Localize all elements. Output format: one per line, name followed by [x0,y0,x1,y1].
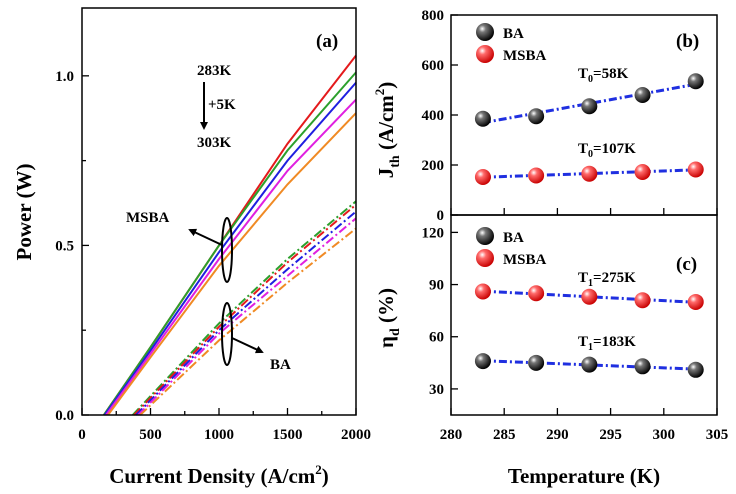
c-x-tick-label: 305 [706,427,729,443]
legend-b-ba-marker [476,23,494,41]
c-ba-point [474,353,491,370]
legend-c-ba-label: BA [503,230,524,246]
b-ba-point [474,110,491,127]
a-x-tick-label: 1000 [204,427,234,443]
a-x-tick-label: 0 [78,427,86,443]
msba-group-ellipse [221,217,233,283]
c-x-tick-label: 285 [493,427,516,443]
c-y-tick-label: 60 [429,330,444,346]
panel-c-ticks: 280 285 290 295 300 305 30 60 90 120 [422,225,729,443]
legend-b-msba-label: MSBA [503,48,547,64]
msba-power-curve [107,112,357,416]
ba-group-label: BA [270,357,291,373]
legend-c-ba-marker [476,227,494,245]
legend-c-msba-label: MSBA [503,252,547,268]
b-msba-point [474,169,491,185]
b-y-tick-label: 400 [422,108,445,124]
b-msba-fit-line [482,168,696,179]
b-ba-point [528,108,545,125]
c-ba-fit-line [482,359,696,371]
c-msba-fit-line [482,289,696,304]
b-ba-point [687,73,704,90]
c-y-tick-label: 120 [422,225,445,241]
b-ba-point [634,87,651,103]
b-msba-point [634,164,651,180]
temperature-step-label: +5K [208,97,236,113]
panel-c-x-axis-label: Temperature (K) [508,464,660,488]
a-y-tick-label: 0.5 [55,238,74,254]
a-y-tick-label: 1.0 [55,69,74,85]
panel-c-frame [450,214,718,416]
c-x-tick-label: 295 [599,427,622,443]
panel-b-ticks: 0 200 400 600 800 [422,8,718,224]
t1-ba-fit-label: T1=183K [578,334,636,353]
t0-ba-fit-label: T0=58K [578,66,629,85]
b-msba-point [528,167,545,184]
c-ba-point [528,354,545,371]
panel-a-curves [103,54,357,416]
ba-pointer-arrow [231,337,264,354]
panel-b-points [474,73,704,185]
c-x-tick-label: 290 [546,427,569,443]
a-y-tick-label: 0.0 [55,408,74,424]
panel-c-fit-lines [482,289,696,371]
b-msba-point [687,161,704,178]
c-msba-point [634,292,651,309]
msba-pointer-arrow [188,228,223,246]
temperature-bottom-label: 303K [197,135,232,151]
c-y-tick-label: 30 [429,382,444,398]
c-x-tick-label: 280 [440,427,463,443]
b-ba-point [581,98,598,115]
legend-b-msba-marker [476,45,494,63]
b-y-tick-label: 200 [422,158,445,174]
c-ba-point [581,356,598,373]
a-x-tick-label: 1500 [273,427,303,443]
t1-msba-fit-label: T1=275K [578,270,636,289]
ba-power-curve [137,217,357,416]
ba-power-curve [133,203,357,416]
b-y-tick-label: 0 [437,208,445,224]
panel-a-power-vs-current: 0 500 1000 1500 2000 0.0 0.5 1.0 (a) 283K +5K 3… [12,7,371,488]
legend-b-ba-label: BA [503,26,524,42]
c-msba-point [528,285,545,302]
panel-c-points [474,283,704,378]
b-msba-point [581,165,598,182]
t0-msba-fit-label: T0=107K [578,141,636,160]
panel-a-x-axis-label: Current Density (A/cm2) [109,462,329,488]
msba-power-curve [105,98,357,416]
b-y-tick-label: 800 [422,8,445,24]
msba-power-curve [103,81,357,416]
temperature-top-label: 283K [197,63,232,79]
c-ba-point [687,361,704,378]
c-msba-point [581,288,598,305]
panel-a-y-axis-label: Power (W) [12,164,36,261]
panel-b-label: (b) [676,31,699,52]
ba-group-ellipse [221,302,233,366]
c-msba-point [687,293,704,310]
c-y-tick-label: 90 [429,278,444,294]
a-x-tick-label: 500 [139,427,162,443]
ba-power-curve [135,210,357,416]
panel-b-threshold: 0 200 400 600 800 (b) BA MSBA T0=58K T0=107K… [372,8,718,224]
b-y-tick-label: 600 [422,58,445,74]
ba-power-curve [131,200,357,416]
ba-power-curve [139,227,357,416]
msba-group-label: MSBA [126,210,170,226]
a-x-tick-label: 2000 [341,427,371,443]
panel-a-ticks: 0 500 1000 1500 2000 0.0 0.5 1.0 [55,69,371,443]
panel-a-label: (a) [316,31,338,52]
c-x-tick-label: 300 [653,427,676,443]
panel-c-y-axis-label: ηd (%) [374,288,403,348]
panel-c-label: (c) [676,254,697,275]
legend-c-msba-marker [476,249,494,267]
panel-b-y-axis-label: Jth (A/cm2) [372,82,403,179]
msba-power-curve [103,71,357,416]
c-msba-point [474,283,491,300]
panel-b-fit-lines [482,82,696,179]
c-ba-point [634,358,651,375]
